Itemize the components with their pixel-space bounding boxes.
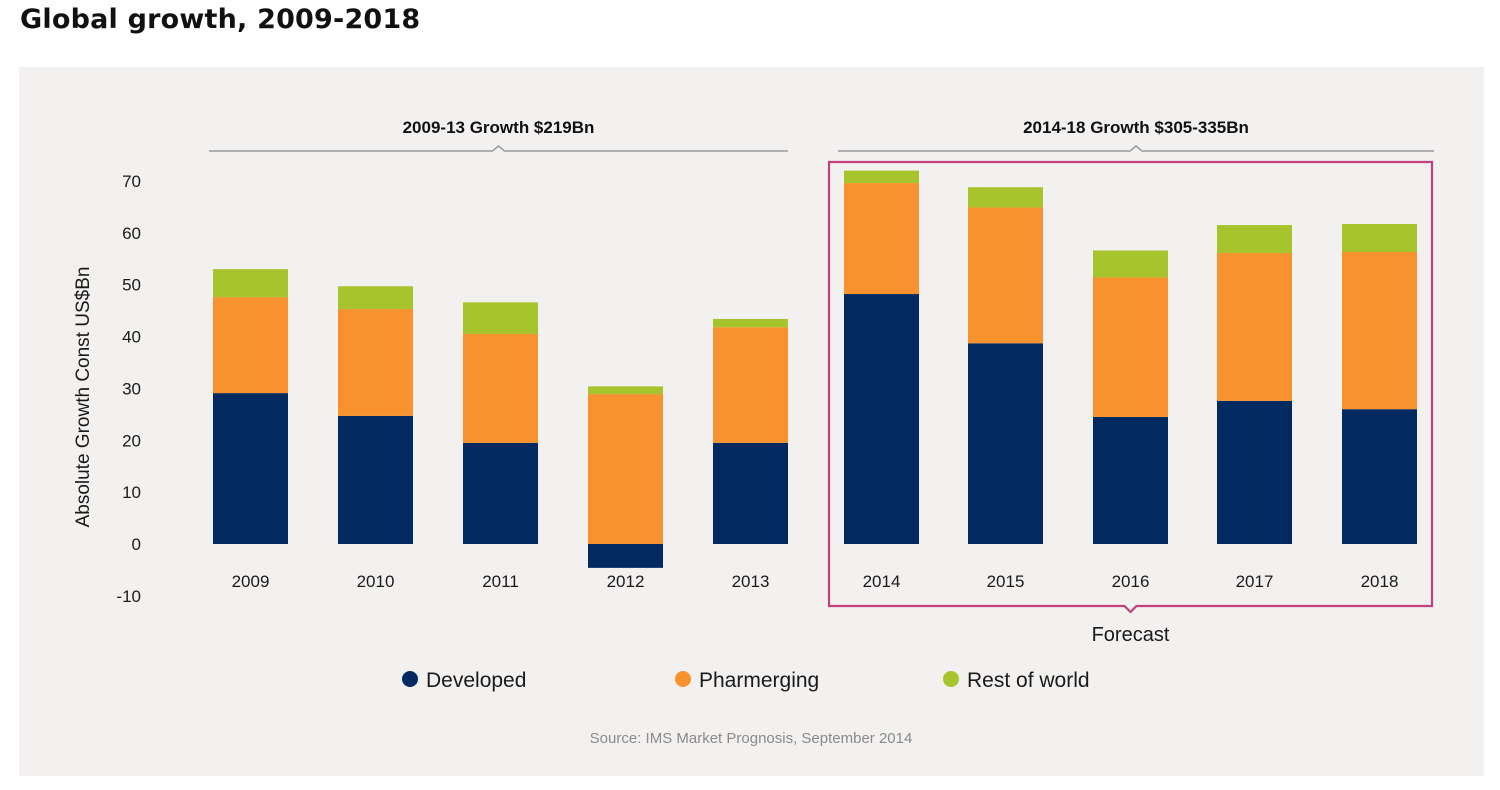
period-1-label: 2009-13 Growth $219Bn	[403, 118, 595, 137]
legend-item-developed: Developed	[402, 669, 526, 692]
x-tick-label: 2010	[357, 572, 395, 591]
bar-stack-2009	[213, 269, 288, 544]
legend-dot-icon	[675, 671, 691, 687]
bar-stack-2018	[1342, 224, 1417, 544]
bar-pharmerging-2018	[1342, 252, 1417, 410]
x-tick-label: 2016	[1112, 572, 1150, 591]
y-tick-label: 30	[122, 379, 141, 398]
bar-stack-2011	[463, 302, 538, 544]
bar-rest-of-world-2017	[1217, 225, 1292, 254]
x-tick-label: 2017	[1236, 572, 1274, 591]
legend-dot-icon	[943, 671, 959, 687]
bar-pharmerging-2013	[713, 327, 788, 443]
bar-developed-2014	[844, 294, 919, 544]
bar-pharmerging-2012	[588, 394, 663, 544]
bars	[213, 170, 1417, 568]
bar-developed-2016	[1093, 416, 1168, 544]
source-note: Source: IMS Market Prognosis, September …	[590, 730, 913, 747]
bar-developed-2018	[1342, 409, 1417, 544]
bar-pharmerging-2010	[338, 309, 413, 416]
x-tick-label: 2015	[987, 572, 1025, 591]
bar-rest-of-world-2011	[463, 302, 538, 334]
period-1-line	[209, 144, 788, 152]
x-tick-label: 2012	[607, 572, 645, 591]
bar-stack-2013	[713, 318, 788, 544]
forecast-highlight: Forecast	[827, 160, 1434, 646]
bar-pharmerging-2015	[968, 207, 1043, 344]
x-tick-label: 2009	[232, 572, 270, 591]
bar-developed-2013	[713, 442, 788, 544]
bar-developed-2015	[968, 343, 1043, 544]
bar-pharmerging-2011	[463, 333, 538, 443]
bar-developed-2017	[1217, 400, 1292, 544]
y-tick-label: 0	[132, 535, 141, 554]
x-tick-label: 2013	[732, 572, 770, 591]
bar-pharmerging-2014	[844, 183, 919, 295]
bar-pharmerging-2017	[1217, 253, 1292, 401]
bar-stack-2016	[1093, 250, 1168, 544]
period-2-label: 2014-18 Growth $305-335Bn	[1023, 118, 1249, 137]
y-tick-label: -10	[116, 587, 141, 606]
bar-rest-of-world-2009	[213, 269, 288, 298]
bar-developed-2012	[588, 544, 663, 568]
bar-stack-2010	[338, 286, 413, 544]
period-bracket-2014-18: 2014-18 Growth $305-335Bn	[838, 118, 1434, 152]
y-axis-ticks: 70 60 50 40 30 20 10 0 -10	[116, 172, 141, 606]
y-tick-label: 20	[122, 431, 141, 450]
forecast-label: Forecast	[1092, 624, 1170, 646]
y-tick-label: 70	[122, 172, 141, 191]
legend-label: Rest of world	[967, 669, 1090, 692]
y-tick-label: 10	[122, 483, 141, 502]
legend-item-rest-of-world: Rest of world	[943, 669, 1090, 692]
bar-stack-2014	[844, 170, 919, 544]
bar-rest-of-world-2018	[1342, 224, 1417, 253]
bar-pharmerging-2016	[1093, 277, 1168, 417]
page-title: Global growth, 2009-2018	[20, 4, 421, 35]
bar-rest-of-world-2014	[844, 170, 919, 184]
bar-rest-of-world-2010	[338, 286, 413, 310]
bar-developed-2011	[463, 442, 538, 544]
bar-rest-of-world-2013	[713, 318, 788, 328]
bar-developed-2010	[338, 415, 413, 544]
chart-panel: Absolute Growth Const US$Bn 70 60 50 40 30 20…	[19, 67, 1484, 776]
y-tick-label: 60	[122, 224, 141, 243]
x-tick-label: 2011	[482, 572, 519, 591]
bar-stack-2017	[1217, 225, 1292, 544]
x-axis-labels: 2009 2010 2011 2012 2013 2014 2015 2016 2017 2018	[232, 572, 1399, 591]
legend-label: Pharmerging	[699, 669, 819, 692]
legend-dot-icon	[402, 671, 418, 687]
y-axis-title: Absolute Growth Const US$Bn	[73, 267, 94, 528]
y-tick-label: 40	[122, 328, 141, 347]
legend-label: Developed	[426, 669, 526, 692]
forecast-box	[827, 160, 1434, 614]
bar-stack-2015	[968, 187, 1043, 544]
bar-pharmerging-2009	[213, 297, 288, 394]
period-bracket-2009-13: 2009-13 Growth $219Bn	[209, 118, 788, 152]
x-tick-label: 2014	[863, 572, 901, 591]
bar-rest-of-world-2016	[1093, 250, 1168, 278]
legend: Developed Pharmerging Rest of world	[402, 669, 1090, 692]
period-2-line	[838, 144, 1434, 152]
chart: Absolute Growth Const US$Bn 70 60 50 40 30 20…	[73, 118, 1434, 747]
x-tick-label: 2018	[1361, 572, 1399, 591]
bar-developed-2009	[213, 393, 288, 544]
bar-stack-2012	[588, 386, 663, 568]
bar-rest-of-world-2012	[588, 386, 663, 395]
legend-item-pharmerging: Pharmerging	[675, 669, 819, 692]
y-tick-label: 50	[122, 276, 141, 295]
bar-rest-of-world-2015	[968, 187, 1043, 208]
